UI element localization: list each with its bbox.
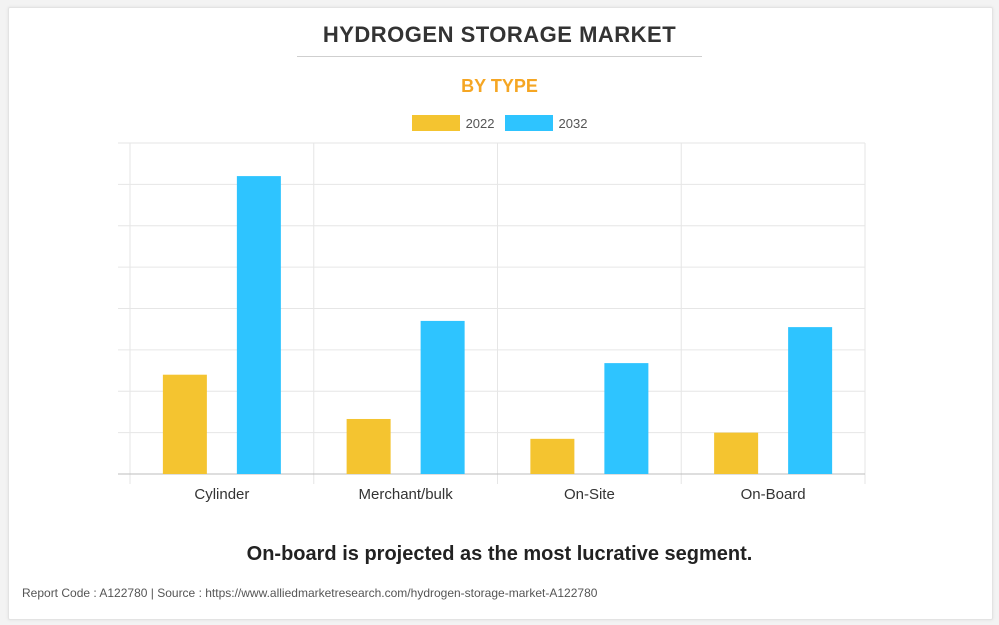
- bar-2032-on-board: [788, 327, 833, 474]
- bar-2022-cylinder: [162, 374, 207, 474]
- title-divider: [297, 56, 702, 57]
- chart-title: HYDROGEN STORAGE MARKET: [322, 22, 677, 47]
- x-tick-label: On-Site: [564, 486, 615, 503]
- x-tick-label: On-Board: [741, 486, 806, 503]
- legend-item-2022: 2022: [411, 115, 495, 131]
- legend-item-2032: 2032: [504, 115, 588, 131]
- bar-2022-on-site: [530, 438, 575, 474]
- bar-2022-merchant-bulk: [346, 418, 391, 474]
- x-tick-label: Cylinder: [194, 486, 249, 503]
- chart-card: [8, 7, 993, 620]
- bar-2032-merchant-bulk: [420, 320, 465, 474]
- bar-2032-on-site: [604, 363, 649, 474]
- bar-2022-on-board: [714, 432, 759, 474]
- chart-subtitle: BY TYPE: [461, 76, 538, 96]
- legend-swatch-2022: [411, 115, 460, 131]
- chart-footnote: On-board is projected as the most lucrat…: [246, 543, 753, 565]
- x-tick-label: Merchant/bulk: [359, 486, 454, 503]
- report-source-line: Report Code : A122780 | Source : https:/…: [22, 586, 598, 600]
- legend-swatch-2032: [504, 115, 553, 131]
- legend-label-2032: 2032: [558, 115, 588, 131]
- bar-2032-cylinder: [236, 176, 281, 474]
- chart-legend: 2022 2032: [0, 115, 999, 131]
- legend-label-2022: 2022: [465, 115, 495, 131]
